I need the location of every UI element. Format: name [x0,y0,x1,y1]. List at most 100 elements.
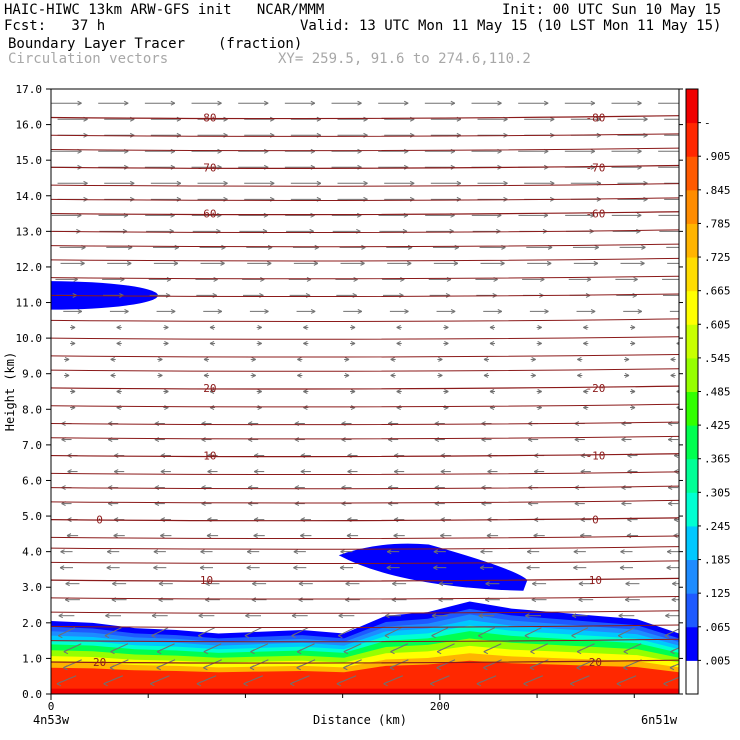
tracer-band [51,660,679,694]
circulation-vector-head [252,581,257,587]
isotherm-line [51,577,679,582]
xy-coordinates: XY= 259.5, 91.6 to 274.6,110.2 [278,51,531,67]
circulation-vector-head [444,341,449,346]
vector-label: Circulation vectors [8,51,169,67]
circulation-vector-head [209,324,215,330]
circulation-vector-head [106,565,111,571]
circulation-vector-head [176,180,182,186]
colorbar-swatch [686,559,698,594]
circulation-vector-head [640,260,645,266]
circulation-vector-head [109,665,115,671]
circulation-vector-head [264,308,269,314]
circulation-vector-head [431,613,437,619]
isotherm-label: -70 [585,161,605,174]
tracer-patch-mid [338,543,528,591]
isotherm-line [51,147,679,152]
colorbar-label: .785 [704,217,731,230]
circulation-vector-head [209,389,215,394]
circulation-vector-head [543,100,549,106]
y-tick-label: 0.0 [22,688,42,701]
circulation-vector-head [573,565,578,571]
y-tick-label: 10.0 [16,332,43,345]
circulation-vector-head [173,260,179,266]
circulation-vector-head [390,373,395,378]
circulation-vector-head [217,308,223,314]
circulation-vector-head [170,100,176,106]
colorbar-swatch [686,189,698,224]
circulation-vector-head [153,549,159,555]
field-name: Boundary Layer Tracer [8,36,186,52]
circulation-vector-head [293,565,298,571]
circulation-vector-head [433,549,439,555]
isotherm-label: 0 [96,514,103,527]
isotherm-label: 20 [589,656,602,669]
isotherm-label: -80 [585,111,605,124]
circulation-vector-head [433,565,438,571]
circulation-vector-head [637,308,643,314]
isotherm-line [51,133,679,137]
init-time: Init: 00 UTC Sun 10 May 15 [502,2,722,18]
circulation-vector-head [672,581,677,587]
circulation-vector-head [503,180,508,186]
circulation-vector-head [453,260,459,266]
valid-time: Valid: 13 UTC Mon 11 May 15 (10 LST Mon … [300,18,722,34]
circulation-vector-head [396,324,401,330]
circulation-vector-head [160,533,165,539]
circulation-vector-head [344,373,350,378]
circulation-vector-head [123,100,129,106]
circulation-vector-head [590,100,596,106]
circulation-vector-head [571,633,576,639]
circulation-vector-head [196,681,202,687]
circulation-vector-head [298,581,304,587]
circulation-vector-head [336,681,342,687]
circulation-vector-head [199,565,205,571]
circulation-vector-head [249,665,255,671]
circulation-vector-head [160,469,166,475]
circulation-vector-head [406,260,412,266]
circulation-vector-head [251,357,256,362]
circulation-vector-head [620,549,625,555]
circulation-vector-head [623,665,628,671]
circulation-vector-head [487,469,492,475]
circulation-vector-head [104,633,110,639]
circulation-vector-head [310,308,316,314]
circulation-vector-head [253,469,259,475]
circulation-vector-head [409,180,415,186]
circulation-vector-head [360,260,365,266]
colorbar-swatch [686,593,698,628]
colorbar-swatch [686,660,698,695]
y-tick-label: 11.0 [16,297,43,310]
isotherm-line [51,499,679,504]
circulation-vector-head [244,633,250,639]
y-tick-label: 3.0 [22,581,42,594]
isotherm-line [51,211,679,216]
circulation-vector-head [251,373,256,378]
y-tick-label: 14.0 [16,190,43,203]
circulation-vector-head [576,665,581,671]
circulation-vector-head [444,324,449,330]
circulation-vector-head [58,613,63,619]
circulation-vector-head [500,260,505,266]
circulation-vector-head [338,633,343,639]
circulation-vector-head [576,649,582,655]
circulation-vector-head [103,681,108,687]
circulation-vector-head [571,613,577,619]
colorbar-swatch [686,122,698,157]
colorbar-label: .545 [704,352,731,365]
colorbar-label: .605 [704,318,731,331]
circulation-vector-head [246,549,252,555]
circulation-vector-head [116,324,121,330]
circulation-vector-head [450,308,456,314]
isotherm-label: -60 [197,208,217,221]
circulation-vector-head [670,357,675,362]
circulation-vector-head [478,633,483,639]
colorbar-label: .185 [704,554,731,567]
circulation-vector-head [392,581,397,587]
circulation-vector-head [618,613,623,619]
circulation-vector-head [670,649,675,655]
y-tick-label: 12.0 [16,261,43,274]
circulation-vector-head [630,341,636,346]
circulation-vector-head [340,549,345,555]
isotherm-label: -10 [585,450,605,463]
circulation-vector-head [151,613,157,619]
